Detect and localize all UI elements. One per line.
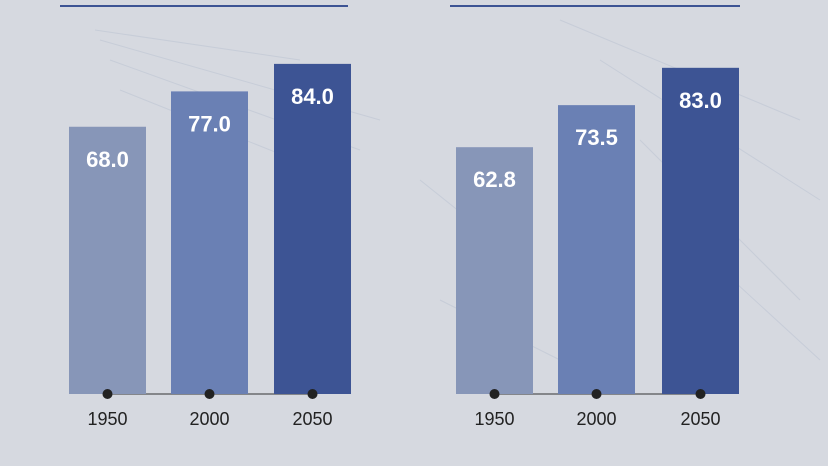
bar	[662, 67, 739, 394]
x-tick-label: 2050	[680, 409, 720, 429]
tick-dot	[695, 389, 706, 399]
value-label: 62.8	[473, 167, 516, 192]
value-label: 77.0	[188, 111, 231, 136]
x-tick-label: 1950	[87, 409, 127, 429]
x-tick-label: 2000	[189, 409, 229, 429]
value-label: 73.5	[575, 125, 618, 150]
bar	[69, 126, 146, 394]
tick-dot	[489, 389, 500, 399]
bar	[558, 105, 635, 395]
bar	[456, 147, 533, 394]
x-tick-label: 2050	[292, 409, 332, 429]
tick-dot	[102, 389, 113, 399]
tick-dot	[307, 389, 318, 399]
tick-dot	[204, 389, 215, 399]
tick-dot	[591, 389, 602, 399]
value-label: 84.0	[291, 84, 334, 109]
bar	[274, 63, 351, 394]
value-label: 83.0	[679, 88, 722, 113]
x-tick-label: 2000	[576, 409, 616, 429]
x-tick-label: 1950	[474, 409, 514, 429]
bar	[171, 91, 248, 394]
value-label: 68.0	[86, 147, 129, 172]
